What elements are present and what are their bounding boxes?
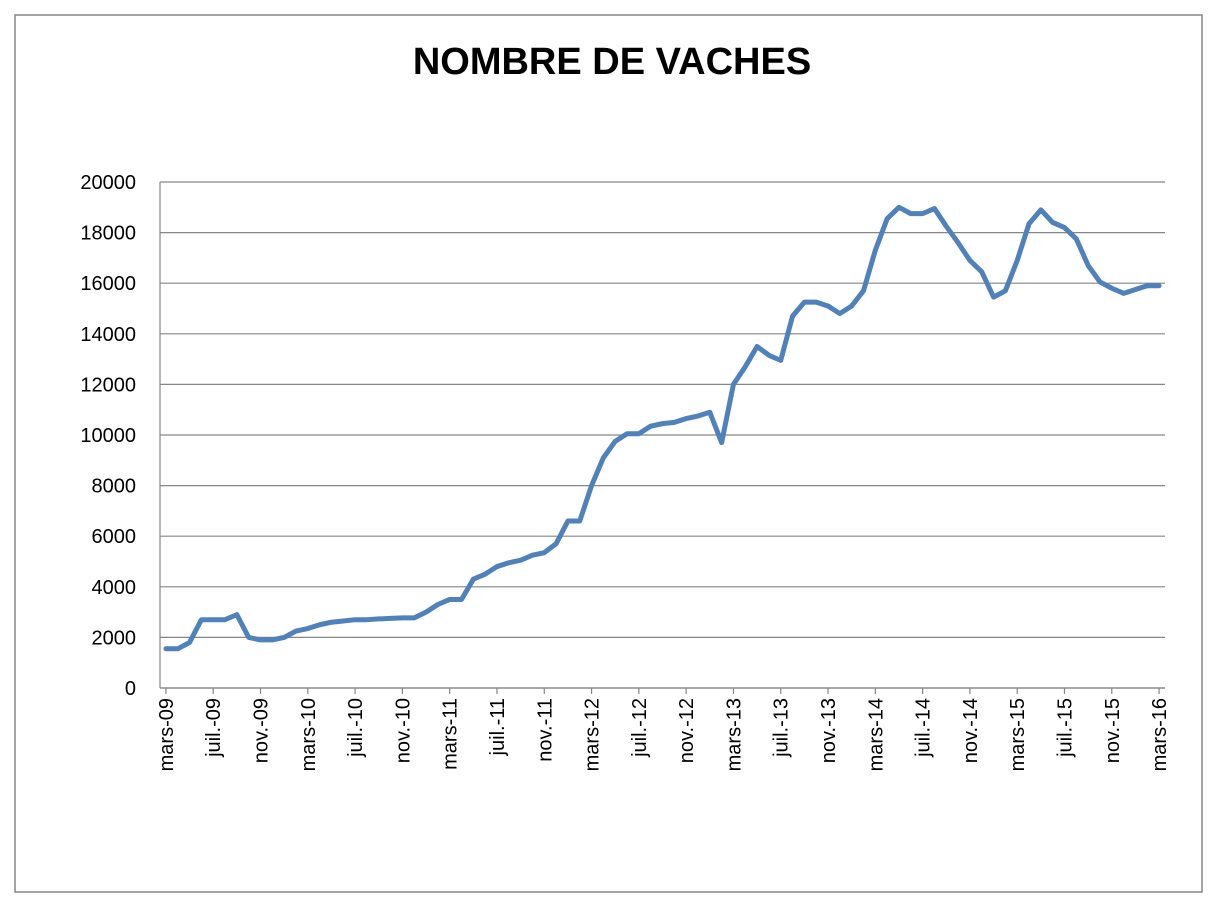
x-tick-label: mars-13 [723,698,745,771]
x-tick-label: juil.-15 [1055,698,1077,758]
x-tick-label: mars-10 [298,698,320,771]
x-tick-label: juil.-09 [203,698,225,758]
x-tick-label: nov.-11 [534,698,556,762]
x-tick-label: juil.-13 [771,698,793,758]
chart-title: NOMBRE DE VACHES [413,41,811,83]
x-tick-label: nov.-15 [1102,698,1124,763]
y-tick-label: 16000 [80,273,136,295]
x-tick-label: nov.-14 [960,698,982,763]
x-tick-label: mars-11 [440,698,462,770]
x-tick-label: nov.-12 [676,698,698,763]
x-tick-label: nov.-10 [392,698,414,763]
x-tick-label: juil.-10 [345,698,367,758]
y-tick-label: 12000 [80,374,136,396]
y-tick-label: 6000 [92,526,137,548]
y-tick-label: 18000 [80,223,136,245]
data-line [163,204,1162,652]
y-tick-label: 0 [125,678,136,700]
x-tick-label: mars-12 [582,698,604,771]
y-tick-label: 4000 [92,577,137,599]
x-tick-label: mars-14 [865,698,887,771]
x-tick-label: juil.-14 [913,698,935,758]
y-tick-label: 20000 [80,172,136,194]
y-tick-label: 2000 [92,627,137,649]
x-tick-label: nov.-13 [818,698,840,763]
x-tick-label: nov.-09 [251,698,273,763]
x-tick-label: mars-09 [156,698,178,771]
y-tick-label: 10000 [80,425,136,447]
x-tick-label: juil.-12 [629,698,651,758]
y-tick-label: 14000 [80,324,136,346]
x-tick-label: juil.-11 [487,698,509,756]
x-tick-label: mars-15 [1007,698,1029,771]
x-tick-label: mars-16 [1149,698,1171,771]
y-tick-label: 8000 [92,476,137,498]
